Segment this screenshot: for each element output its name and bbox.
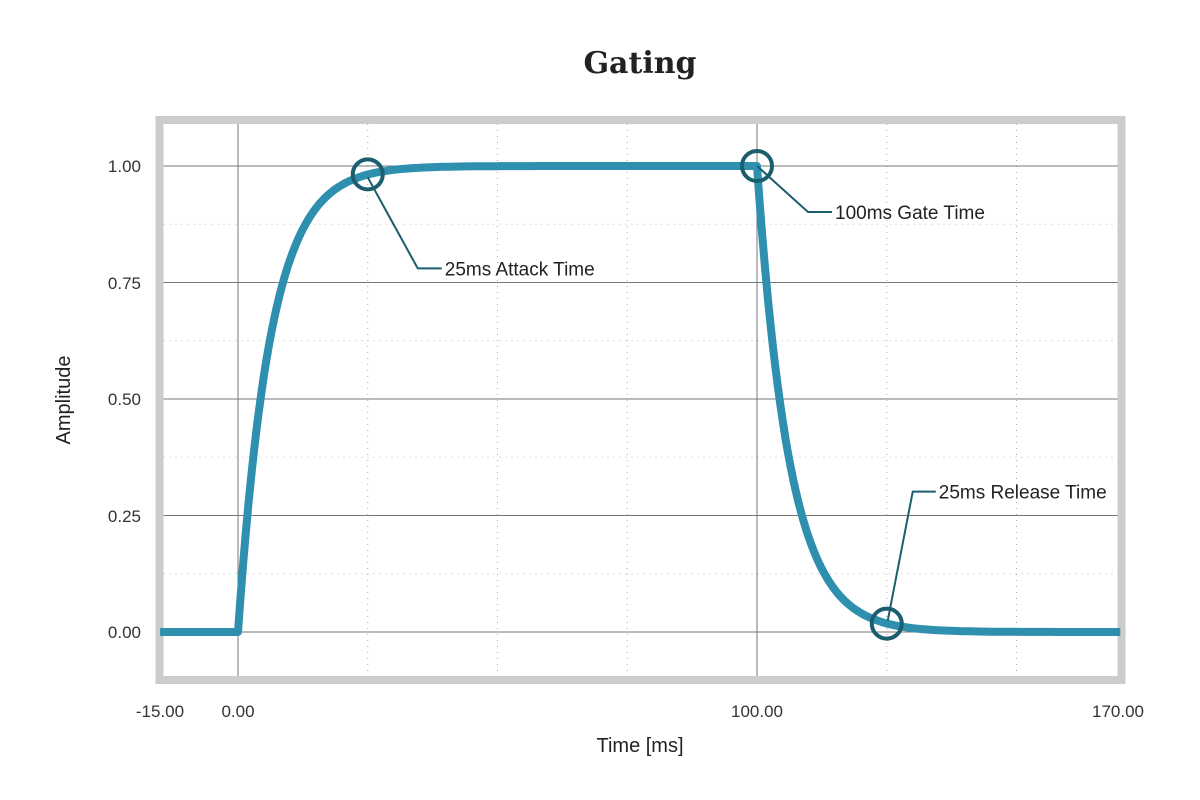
annotation-attack: 25ms Attack Time <box>350 157 595 280</box>
annotation-marker <box>869 606 904 641</box>
y-tick-label: 1.00 <box>108 157 141 176</box>
y-axis-label: Amplitude <box>53 356 75 445</box>
annotation-marker <box>350 157 385 192</box>
annotation-label: 25ms Release Time <box>939 483 1107 504</box>
series-line <box>158 162 1122 636</box>
annotation-release: 25ms Release Time <box>869 483 1107 641</box>
chart-title: Gating <box>583 46 696 81</box>
y-tick-label: 0.25 <box>108 507 141 526</box>
annotation-gate: 100ms Gate Time <box>740 149 985 224</box>
annotations: 25ms Attack Time 100ms Gate Time 25ms Re… <box>350 149 1107 641</box>
tick-labels: -15.00 0.00 100.00 170.00 0.00 0.25 0.50… <box>108 157 1144 721</box>
plot-frame <box>155 116 1126 684</box>
grid <box>163 124 1118 676</box>
y-tick-label: 0.75 <box>108 274 141 293</box>
annotation-leader <box>366 176 442 270</box>
annotation-label: 100ms Gate Time <box>835 203 985 224</box>
x-tick-label: 170.00 <box>1092 702 1144 721</box>
x-tick-label: -15.00 <box>136 702 184 721</box>
y-tick-label: 0.50 <box>108 390 141 409</box>
y-tick-label: 0.00 <box>108 623 141 642</box>
annotation-leader <box>756 165 832 213</box>
annotation-leader <box>886 490 936 621</box>
x-tick-label: 0.00 <box>221 702 254 721</box>
x-tick-label: 100.00 <box>731 702 783 721</box>
annotation-marker <box>740 149 774 183</box>
annotation-label: 25ms Attack Time <box>445 259 595 280</box>
x-axis-label: Time [ms] <box>596 735 683 757</box>
